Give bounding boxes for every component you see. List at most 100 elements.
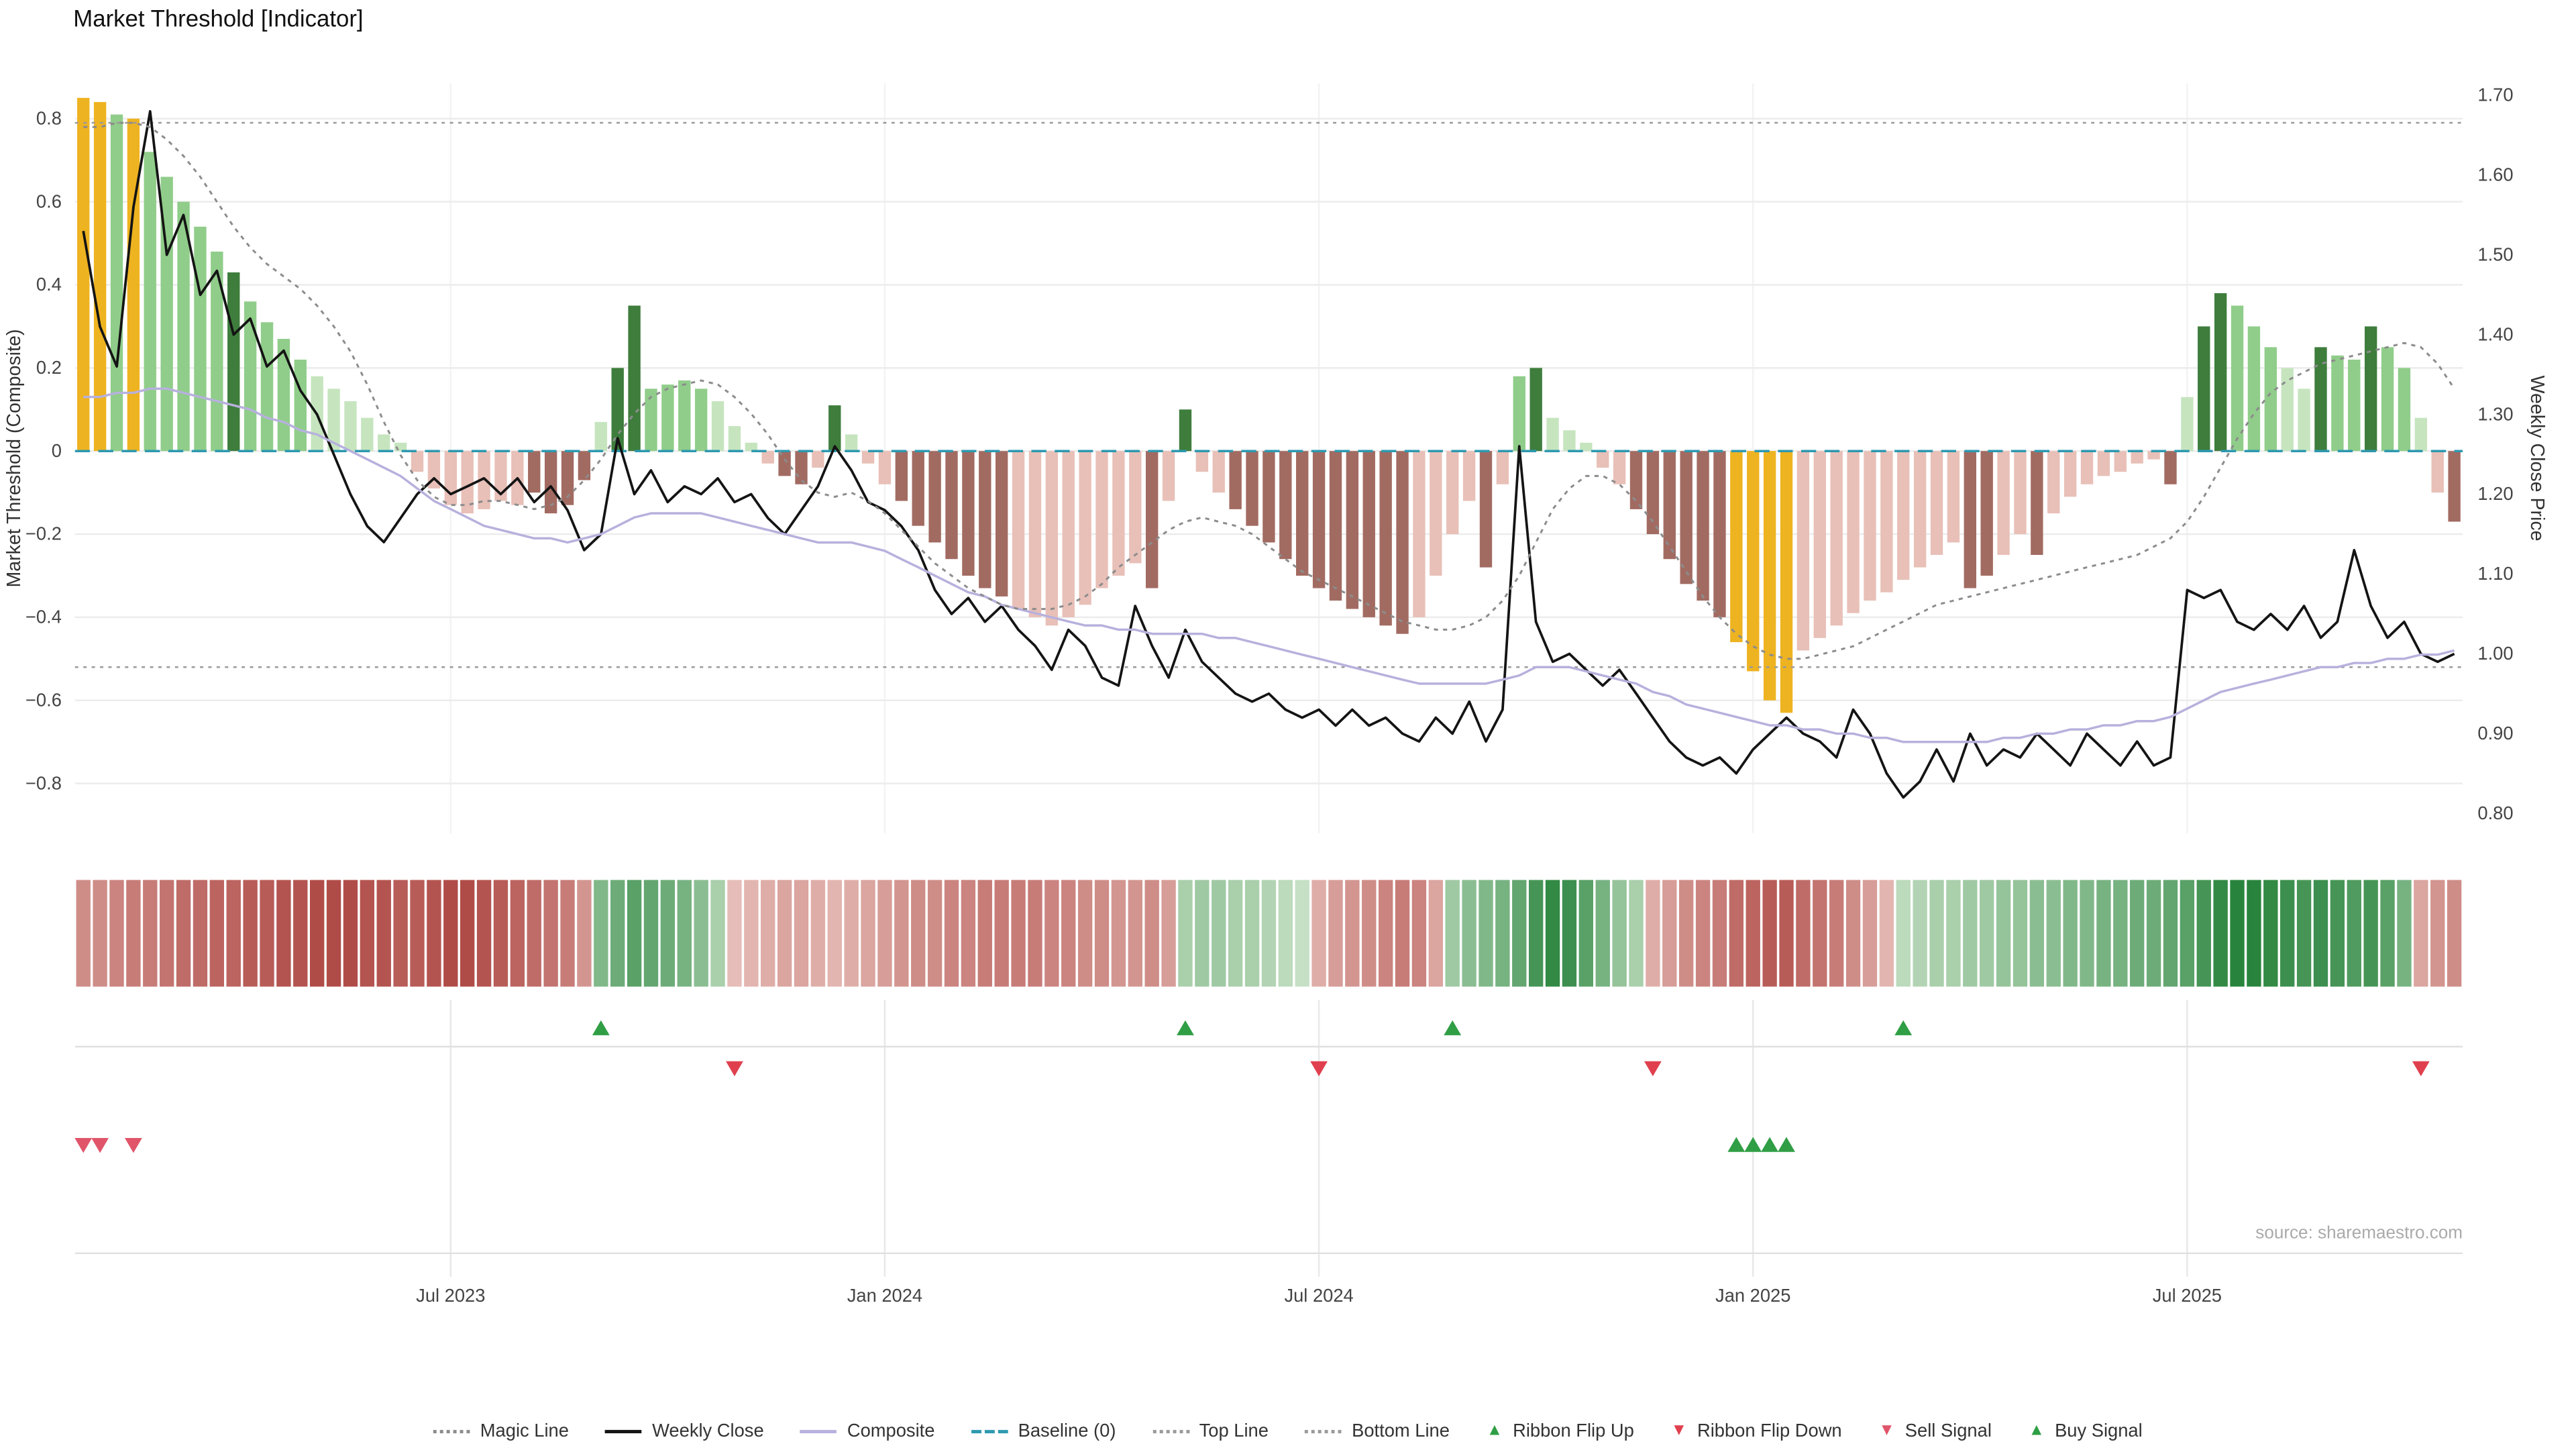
legend-item-magic-line[interactable]: Magic Line <box>433 1422 569 1441</box>
ribbon-cell <box>1077 880 1093 987</box>
ribbon-cell <box>1862 880 1878 987</box>
threshold-bar <box>2198 326 2210 452</box>
ribbon-cell <box>1378 880 1393 987</box>
threshold-bar <box>878 451 892 484</box>
legend-item-ribbon-flip-down[interactable]: ▼ Ribbon Flip Down <box>1670 1422 1841 1442</box>
ribbon-cell <box>527 880 541 987</box>
ribbon-flip-up-marker <box>592 1020 610 1035</box>
threshold-bar <box>344 401 357 452</box>
ribbon-cell <box>1128 880 1142 987</box>
ribbon-cell <box>927 880 943 987</box>
ribbon-cell <box>2263 880 2278 987</box>
threshold-bar <box>1730 451 1743 643</box>
ribbon-cell <box>1479 880 1493 987</box>
ribbon-flip-up-marker <box>1894 1020 1913 1035</box>
ribbon-cell <box>2330 880 2345 987</box>
ribbon-flip-down-marker <box>726 1061 743 1077</box>
threshold-bar <box>1880 451 1893 592</box>
ribbon-cell <box>643 880 659 987</box>
ribbon-cell <box>827 880 842 987</box>
ribbon-cell <box>1946 880 1961 987</box>
legend-item-baseline-0-[interactable]: Baseline (0) <box>971 1422 1116 1441</box>
ribbon-cell <box>861 880 875 987</box>
right-y-tick-label: 1.70 <box>2477 85 2513 105</box>
threshold-bar <box>1930 451 1943 556</box>
legend-item-composite[interactable]: Composite <box>800 1422 934 1441</box>
triangle-up-icon: ▲ <box>2028 1421 2045 1441</box>
page-title: Market Threshold [Indicator] <box>73 5 364 32</box>
legend-item-top-line[interactable]: Top Line <box>1152 1422 1269 1441</box>
ribbon-cell <box>1712 880 1727 987</box>
legend-item-buy-signal[interactable]: ▲ Buy Signal <box>2029 1422 2143 1442</box>
ribbon-cell <box>1144 880 1159 987</box>
threshold-bar <box>678 380 691 452</box>
ribbon-cell <box>1845 880 1861 987</box>
threshold-bar <box>2080 451 2094 484</box>
threshold-bar <box>260 322 274 452</box>
threshold-bar <box>812 451 824 468</box>
threshold-bar <box>1379 451 1392 626</box>
ribbon-cell <box>309 880 325 987</box>
threshold-bar <box>2131 451 2143 464</box>
ribbon-cell <box>143 880 158 987</box>
threshold-bar <box>127 118 140 452</box>
ribbon-cell <box>293 880 308 987</box>
buy-signal-marker <box>1744 1137 1762 1152</box>
threshold-bar <box>1646 451 1660 535</box>
ribbon-cell <box>1195 880 1210 987</box>
ribbon-cell <box>2063 880 2078 987</box>
ribbon-cell <box>1161 880 1176 987</box>
threshold-bar <box>1263 451 1275 543</box>
ribbon-cell <box>1462 880 1477 987</box>
ribbon-cell <box>93 880 107 987</box>
ribbon-cell <box>1228 880 1243 987</box>
ribbon-cell <box>243 880 258 987</box>
ribbon-cell <box>1094 880 1110 987</box>
ribbon-cell <box>1295 880 1309 987</box>
line-series <box>82 110 2455 799</box>
ribbon-cell <box>1428 880 1443 987</box>
threshold-bar <box>2314 347 2327 452</box>
ribbon-cell <box>1678 880 1694 987</box>
threshold-bar <box>1563 430 1576 452</box>
ribbon-cell <box>1980 880 1994 987</box>
trend-ribbon <box>76 880 2462 987</box>
threshold-bar <box>1079 451 1091 605</box>
ribbon-cell <box>1545 880 1560 987</box>
legend-item-bottom-line[interactable]: Bottom Line <box>1305 1422 1450 1441</box>
right-y-tick-label: 1.50 <box>2477 244 2513 265</box>
chart-legend: Magic Line Weekly Close Composite Baseline … <box>0 1421 2576 1442</box>
legend-label: Ribbon Flip Up <box>1513 1421 1634 1442</box>
ribbon-cell <box>2213 880 2228 987</box>
threshold-bar <box>528 451 541 493</box>
threshold-bar <box>1496 451 1509 484</box>
dash-line-icon <box>971 1430 1008 1434</box>
threshold-bar <box>1346 451 1359 609</box>
ribbon-cell <box>1879 880 1894 987</box>
threshold-bar <box>1095 451 1108 588</box>
legend-item-ribbon-flip-up[interactable]: ▲ Ribbon Flip Up <box>1487 1422 1634 1442</box>
ribbon-cell <box>2113 880 2128 987</box>
threshold-bar <box>77 97 90 452</box>
ribbon-cell <box>994 880 1009 987</box>
threshold-bar <box>2381 347 2394 452</box>
ribbon-cell <box>627 880 642 987</box>
ribbon-flip-down-marker <box>2412 1061 2430 1077</box>
threshold-bar <box>1012 451 1025 609</box>
ribbon-cell <box>1762 880 1777 987</box>
ribbon-cell <box>1044 880 1059 987</box>
legend-item-weekly-close[interactable]: Weekly Close <box>605 1421 764 1442</box>
legend-label: Weekly Close <box>652 1421 764 1442</box>
ribbon-cell <box>1662 880 1677 987</box>
legend-item-sell-signal[interactable]: ▼ Sell Signal <box>1878 1422 1992 1442</box>
threshold-bar <box>2348 359 2361 452</box>
ribbon-cell <box>727 880 742 987</box>
ribbon-cell <box>694 880 708 987</box>
ribbon-cell <box>944 880 959 987</box>
ribbon-cell <box>677 880 692 987</box>
ribbon-cell <box>2347 880 2361 987</box>
threshold-bar <box>1597 451 1609 468</box>
ribbon-cell <box>76 880 91 987</box>
ribbon-cell <box>193 880 208 987</box>
ribbon-cell <box>594 880 608 987</box>
